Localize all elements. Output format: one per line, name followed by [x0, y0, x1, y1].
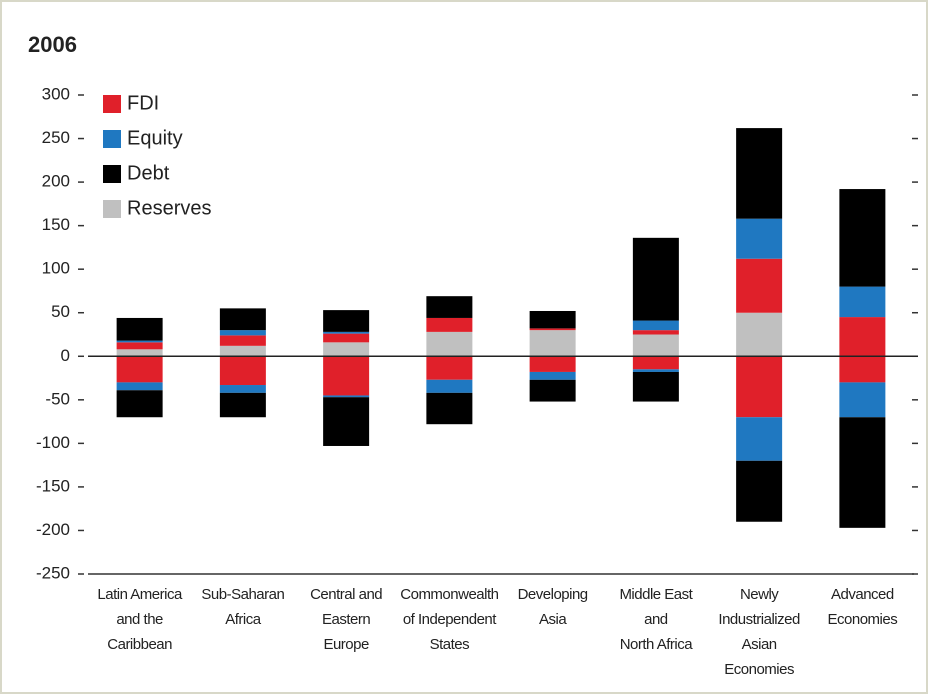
x-tick-label: Industrialized [718, 611, 800, 628]
x-tick-label: Asia [539, 611, 567, 628]
bar-segment [323, 356, 370, 396]
legend-swatch [103, 200, 121, 218]
bar-segment [632, 330, 679, 335]
bar-segment [116, 317, 163, 341]
bar-segment [736, 417, 783, 461]
bar-segment [632, 237, 679, 321]
y-tick-label: 250 [42, 128, 70, 147]
bar-segment [426, 379, 473, 393]
bar-segment [529, 328, 576, 331]
bar-segment [426, 296, 473, 318]
bar-segment [323, 331, 370, 334]
x-tick-label: Caribbean [107, 636, 172, 653]
x-tick-label: of Independent [403, 611, 497, 628]
y-tick-label: 50 [51, 302, 70, 321]
legend-label: Equity [127, 127, 183, 149]
bar-segment [219, 356, 266, 386]
x-tick-label: Economies [828, 611, 898, 628]
bar-segment [839, 417, 886, 528]
x-tick-label: Commonwealth [400, 586, 498, 603]
bar-segment [736, 460, 783, 522]
bar-segment [323, 395, 370, 398]
bar-segment [839, 189, 886, 287]
bar-segment [529, 379, 576, 402]
bar-segment [426, 356, 473, 380]
bar-segment [632, 371, 679, 402]
x-tick-label: Europe [323, 636, 369, 653]
bar-segment [116, 340, 163, 343]
bar-segment [116, 356, 163, 383]
x-tick-label: Africa [225, 611, 262, 628]
bar-segment [116, 342, 163, 350]
bar-segment [839, 382, 886, 418]
y-tick-label: 0 [61, 346, 70, 365]
x-tick-label: Middle East [619, 586, 693, 603]
y-tick-label: -50 [45, 389, 70, 408]
bar-segment [736, 312, 783, 357]
bar-segment [736, 258, 783, 313]
bar-segment [219, 308, 266, 331]
bar-segment [116, 390, 163, 418]
legend-label: Debt [127, 162, 170, 184]
bar-segment [426, 331, 473, 357]
bar-segment [736, 218, 783, 259]
bar-segment [426, 317, 473, 332]
x-tick-label: Asian [742, 636, 777, 653]
chart-title: 2006 [28, 32, 77, 57]
y-tick-label: 150 [42, 215, 70, 234]
bar-segment [529, 371, 576, 380]
bar-segment [529, 330, 576, 357]
y-tick-label: -100 [36, 433, 70, 452]
x-tick-label: Sub-Saharan [201, 586, 284, 603]
x-tick-label: Central and [310, 586, 382, 603]
legend-swatch [103, 95, 121, 113]
x-tick-label: and the [116, 611, 163, 628]
bar-segment [736, 356, 783, 418]
bar-segment [323, 342, 370, 357]
bar-segment [219, 345, 266, 357]
y-tick-label: 100 [42, 259, 70, 278]
legend-label: FDI [127, 92, 159, 114]
bar-segment [529, 356, 576, 372]
x-tick-label: Developing [518, 586, 588, 603]
y-tick-label: 300 [42, 84, 70, 103]
bar-segment [426, 392, 473, 425]
y-tick-label: 200 [42, 172, 70, 191]
legend-swatch [103, 130, 121, 148]
bar-segment [632, 369, 679, 372]
bar-segment [632, 334, 679, 357]
x-tick-label: States [430, 636, 470, 653]
x-tick-label: Advanced [831, 586, 894, 603]
legend-swatch [103, 165, 121, 183]
bar-segment [839, 317, 886, 357]
bar-segment [219, 392, 266, 418]
bar-segment [839, 286, 886, 318]
bar-segment [219, 330, 266, 336]
x-tick-label: North Africa [620, 636, 694, 653]
x-tick-label: Economies [724, 661, 794, 678]
x-tick-label: and [644, 611, 668, 628]
y-tick-label: -250 [36, 563, 70, 582]
bar-segment [116, 382, 163, 391]
bar-segment [736, 128, 783, 219]
y-tick-label: -200 [36, 520, 70, 539]
bar-segment [323, 333, 370, 343]
x-tick-label: Eastern [322, 611, 370, 628]
bar-segment [632, 320, 679, 331]
x-tick-label: Newly [740, 586, 779, 603]
legend-label: Reserves [127, 197, 211, 219]
x-tick-label: Latin America [97, 586, 183, 603]
bar-segment [632, 356, 679, 370]
bar-segment [219, 335, 266, 346]
bar-segment [323, 397, 370, 446]
bar-segment [219, 385, 266, 393]
bar-segment [323, 310, 370, 332]
bar-segment [839, 356, 886, 383]
bar-segment [116, 349, 163, 357]
y-tick-label: -150 [36, 476, 70, 495]
bar-segment [529, 310, 576, 329]
